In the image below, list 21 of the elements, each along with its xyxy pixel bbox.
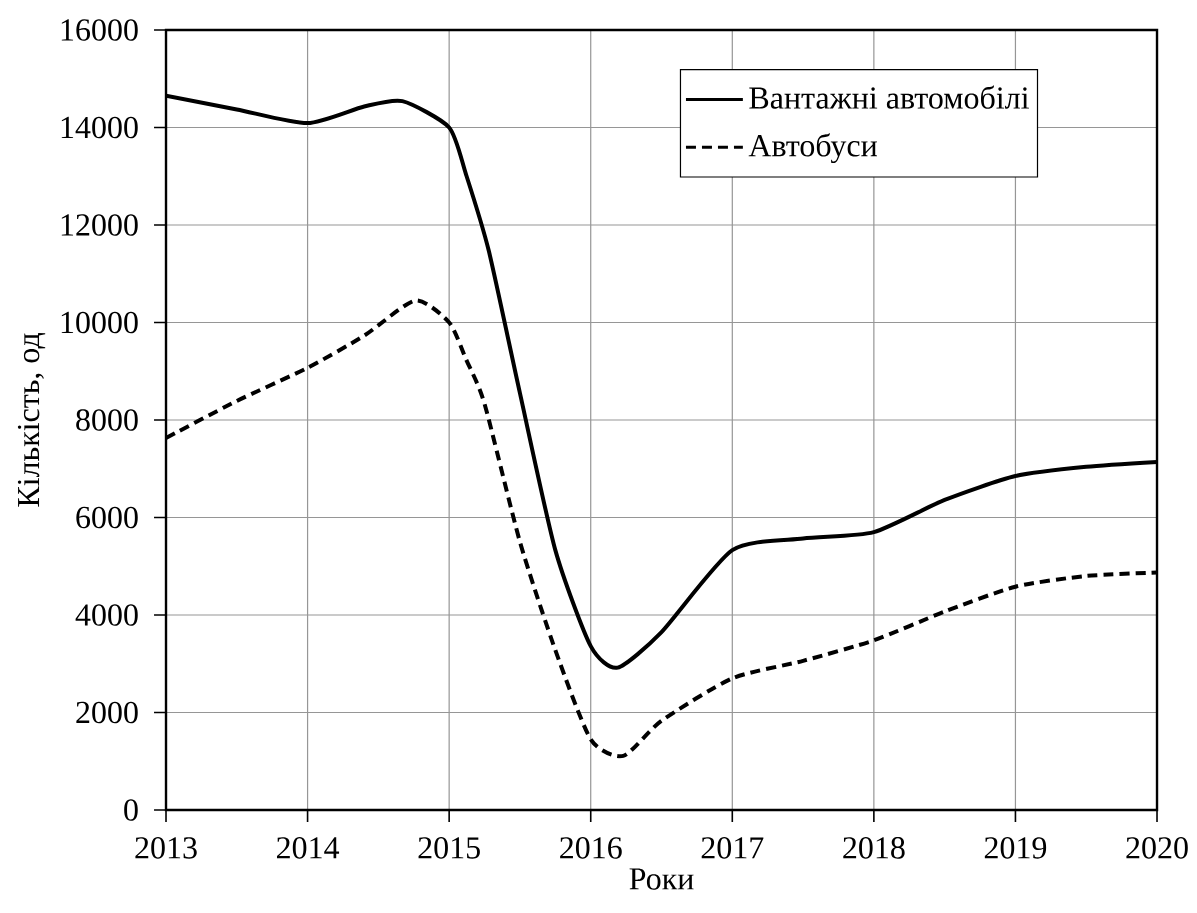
x-tick-label: 2013 [135, 837, 197, 859]
x-tick-label: 2017 [701, 837, 764, 859]
x-tick-label: 2016 [560, 837, 622, 859]
x-tick-label: 2020 [1126, 837, 1188, 859]
y-tick-label: 4000 [75, 604, 138, 626]
y-tick-label: 0 [124, 799, 138, 821]
y-tick-label: 12000 [61, 214, 138, 236]
y-tick-label: 14000 [61, 116, 138, 139]
y-tick-label: 10000 [61, 311, 138, 334]
x-tick-label: 2015 [418, 837, 480, 859]
y-axis-title: Кількість, од [17, 332, 46, 507]
x-tick-label: 2018 [843, 837, 905, 859]
y-tick-label: 6000 [76, 506, 138, 529]
x-tick-label: 2014 [276, 837, 340, 859]
legend-label: Автобуси [748, 133, 877, 164]
x-tick-label: 2019 [984, 837, 1047, 859]
y-tick-label: 2000 [76, 701, 138, 724]
legend-label: Вантажні автомобілі [749, 85, 1029, 109]
x-axis-title: Роки [629, 868, 694, 890]
y-tick-label: 8000 [76, 409, 138, 431]
y-tick-label: 16000 [61, 19, 138, 41]
